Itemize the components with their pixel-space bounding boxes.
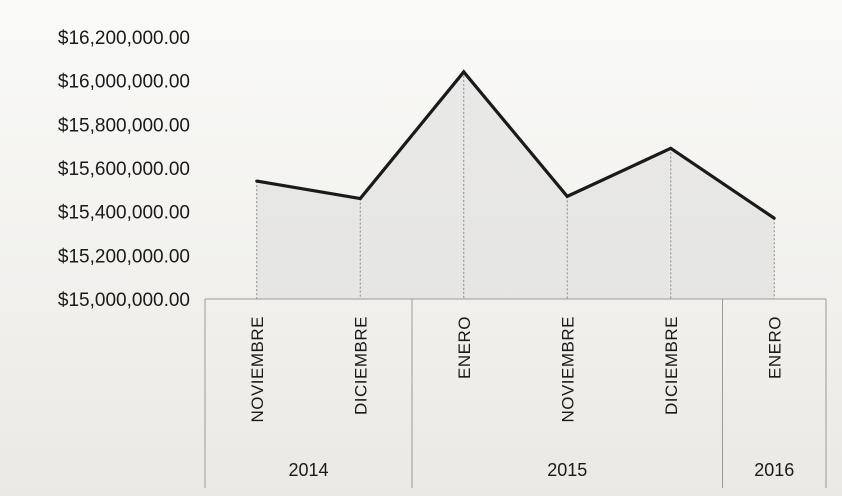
y-tick-label: $15,600,000.00 (58, 159, 190, 180)
category-label: DICIEMBRE (351, 316, 370, 415)
y-tick-label: $15,200,000.00 (58, 246, 190, 267)
category-label: NOVIEMBRE (248, 316, 267, 423)
y-tick-label: $16,000,000.00 (58, 72, 190, 93)
area-fill (256, 71, 775, 299)
data-point (255, 179, 259, 183)
data-point (358, 197, 362, 201)
year-label: 2015 (547, 460, 587, 480)
category-label: ENERO (455, 316, 474, 379)
category-label: ENERO (765, 316, 784, 379)
series-line (256, 69, 776, 220)
data-point (669, 146, 673, 150)
y-tick-label: $15,400,000.00 (58, 203, 190, 224)
y-tick-label: $15,800,000.00 (58, 115, 190, 136)
category-label: DICIEMBRE (662, 316, 681, 415)
y-tick-label: $16,200,000.00 (58, 28, 190, 49)
data-point (462, 70, 466, 74)
year-label: 2014 (288, 460, 328, 480)
y-tick-label: $15,000,000.00 (58, 290, 190, 311)
data-point (565, 194, 569, 198)
category-label: NOVIEMBRE (558, 316, 577, 423)
data-point (772, 216, 776, 220)
year-label: 2016 (754, 460, 794, 480)
